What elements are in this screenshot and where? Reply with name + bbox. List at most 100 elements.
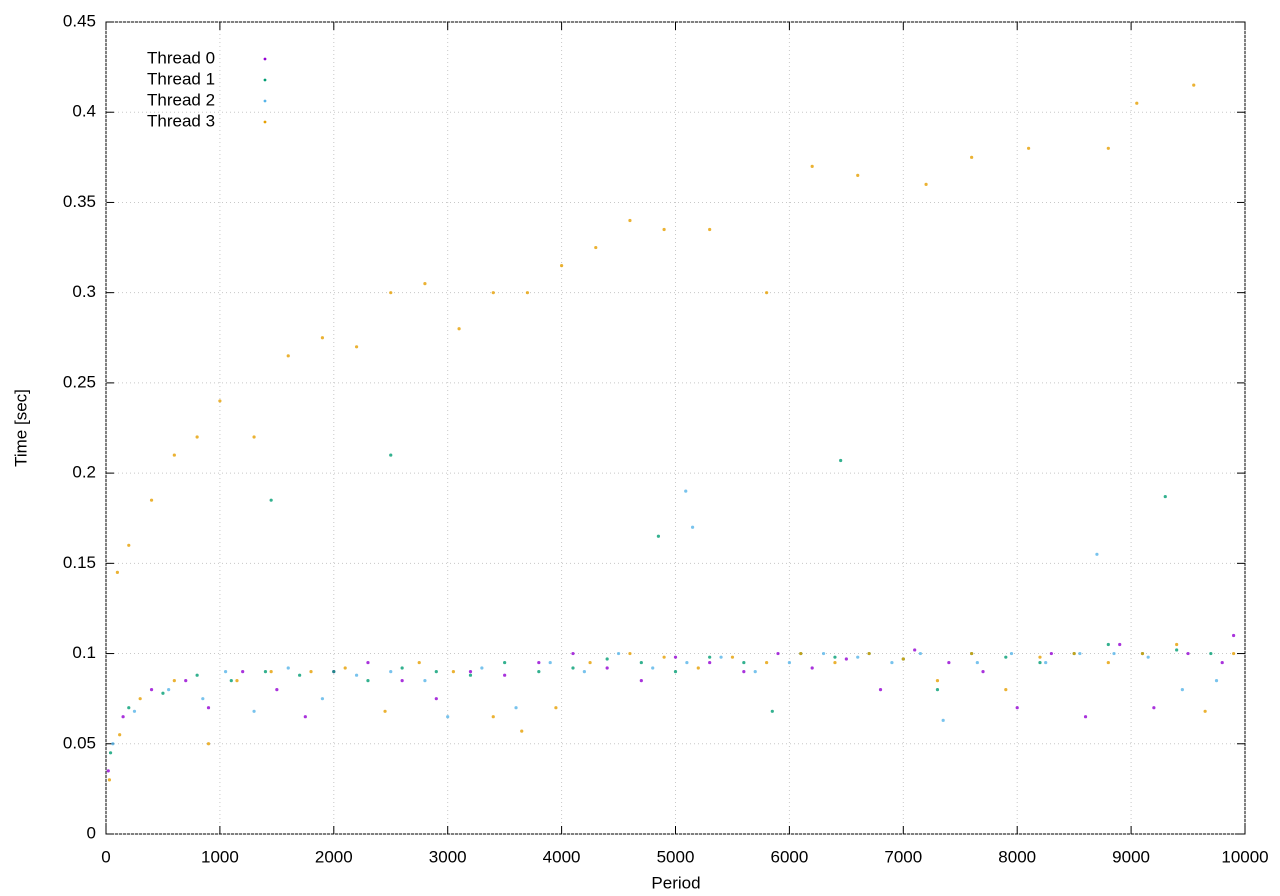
point [685, 660, 689, 665]
point [172, 679, 176, 683]
point [582, 670, 586, 674]
y-axis-label: Time [sec] [11, 389, 30, 467]
legend-marker [263, 120, 267, 124]
point [1095, 552, 1099, 556]
point [1192, 83, 1196, 87]
point [354, 345, 359, 349]
point [269, 670, 273, 674]
point [389, 291, 393, 295]
point [1106, 660, 1110, 665]
y-tick-label: 0.2 [72, 463, 96, 482]
point [286, 666, 290, 670]
point [1135, 101, 1139, 105]
y-tick-label: 0.25 [63, 372, 96, 391]
point [1220, 660, 1224, 665]
point [241, 670, 245, 674]
point [138, 697, 142, 701]
point [833, 655, 837, 659]
point [491, 291, 495, 295]
point [457, 327, 461, 331]
point [149, 688, 154, 692]
point [383, 709, 387, 713]
point [218, 399, 222, 403]
point [924, 182, 928, 186]
point [810, 164, 814, 168]
point [913, 648, 917, 652]
x-tick-label: 7000 [884, 847, 922, 866]
point [1180, 688, 1184, 692]
point [389, 670, 393, 674]
point [1140, 651, 1145, 656]
point [628, 218, 632, 223]
point [417, 660, 421, 665]
point [1214, 679, 1219, 683]
point [303, 715, 307, 719]
point [639, 679, 643, 683]
point [127, 543, 131, 547]
y-tick-label: 0.15 [63, 553, 96, 572]
x-tick-label: 2000 [315, 847, 353, 866]
x-axis-label: Period [651, 873, 700, 892]
point [1152, 706, 1156, 710]
point [320, 697, 325, 701]
legend-label: Thread 1 [147, 69, 215, 88]
point [787, 660, 792, 665]
point [537, 660, 541, 665]
point [195, 673, 199, 677]
point [662, 227, 666, 232]
point [560, 264, 564, 268]
point [206, 706, 211, 710]
point [366, 660, 370, 665]
point [107, 778, 112, 782]
point [684, 489, 688, 493]
point [554, 706, 558, 710]
point [121, 715, 125, 719]
point [571, 666, 575, 670]
point [878, 688, 883, 692]
legend-label: Thread 2 [147, 90, 215, 109]
point [753, 670, 757, 674]
point [275, 688, 279, 692]
point [844, 657, 848, 661]
point [451, 670, 455, 674]
point [1038, 660, 1042, 665]
point [132, 709, 137, 713]
point [708, 660, 712, 665]
point [537, 670, 541, 674]
point [941, 718, 945, 722]
point [1026, 146, 1031, 150]
point [970, 155, 974, 159]
point [400, 679, 404, 683]
point [901, 657, 905, 661]
point [1209, 651, 1213, 656]
point [730, 655, 735, 659]
y-tick-label: 0.45 [63, 11, 96, 30]
point [201, 697, 205, 701]
point [263, 670, 268, 674]
point [799, 651, 803, 656]
point [195, 435, 199, 439]
point [1112, 651, 1116, 656]
point [765, 660, 769, 665]
point [1004, 688, 1008, 692]
point [628, 651, 632, 656]
point [118, 733, 122, 737]
point [1146, 655, 1150, 659]
point [588, 660, 592, 665]
point [206, 742, 211, 746]
point [770, 709, 774, 713]
point [742, 660, 746, 665]
point [639, 660, 643, 665]
point [111, 742, 115, 746]
point [106, 769, 110, 773]
point [651, 666, 655, 670]
point [708, 655, 712, 659]
point [286, 354, 290, 358]
y-tick-label: 0.4 [72, 102, 96, 121]
point [548, 660, 552, 665]
point [468, 673, 473, 677]
x-tick-label: 4000 [543, 847, 581, 866]
point [856, 173, 860, 177]
legend-marker [263, 99, 267, 103]
